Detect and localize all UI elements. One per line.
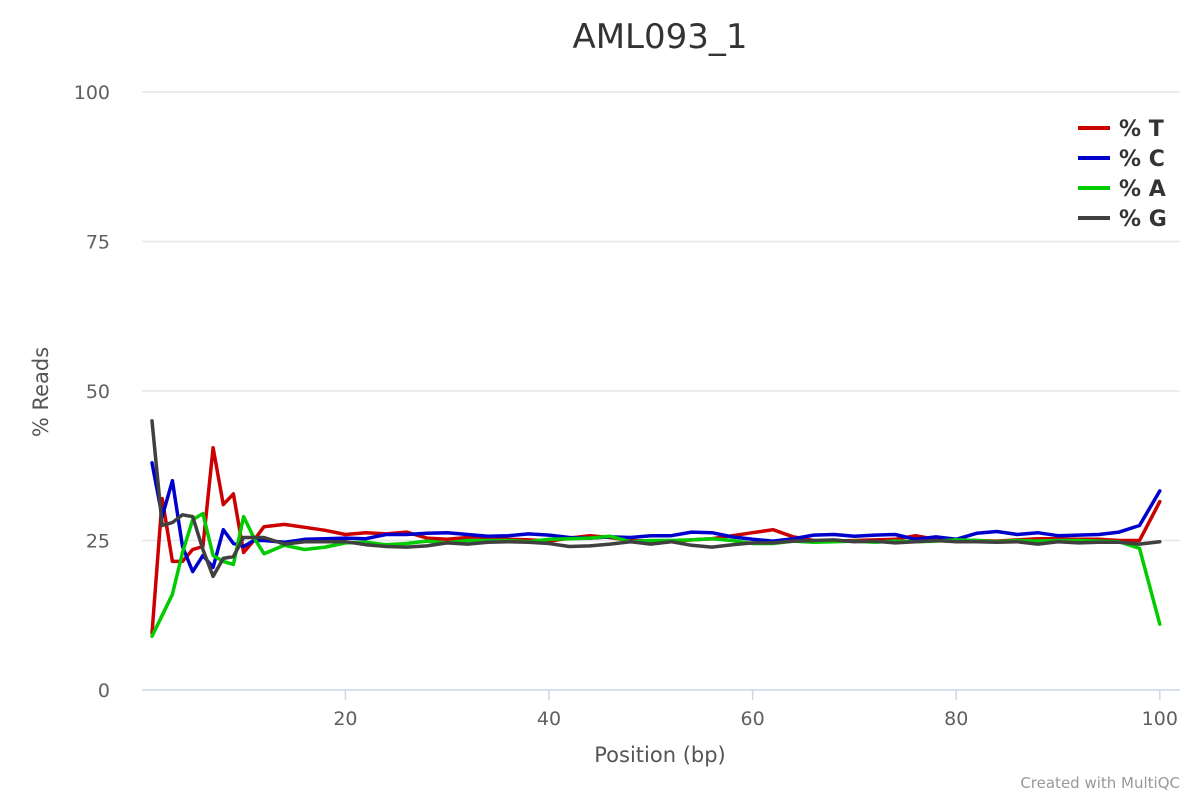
x-tick-label: 100 [1142, 708, 1178, 730]
y-tick-label: 75 [86, 232, 110, 254]
legend-item[interactable]: % A [1078, 177, 1166, 202]
series-line[interactable] [150, 461, 1162, 574]
legend-item[interactable]: % C [1078, 147, 1165, 172]
x-tick-label: 40 [537, 708, 561, 730]
y-axis-label: % Reads [29, 347, 53, 437]
legend-label: % T [1119, 117, 1164, 142]
y-tick-label: 25 [86, 531, 110, 553]
plot-series [150, 419, 1162, 638]
legend-label: % A [1119, 177, 1166, 202]
series-line[interactable] [150, 419, 1162, 579]
x-tick-label: 20 [333, 708, 357, 730]
x-tick-label: 80 [944, 708, 968, 730]
x-axis: 20 40 60 80 100 [142, 689, 1180, 730]
y-tick-label: 50 [86, 381, 110, 403]
x-axis-label: Position (bp) [594, 743, 726, 767]
legend-label: % C [1119, 147, 1165, 172]
chart-title: AML093_1 [572, 17, 747, 57]
gridlines [142, 91, 1180, 542]
legend-label: % G [1119, 207, 1167, 232]
y-axis-ticks: 0 25 50 75 100 [74, 82, 110, 702]
credit-text[interactable]: Created with MultiQC [1020, 774, 1180, 792]
legend-item[interactable]: % T [1078, 117, 1164, 142]
legend-item[interactable]: % G [1078, 207, 1167, 232]
legend[interactable]: % T % C % A % G [1078, 117, 1167, 232]
x-tick-label: 60 [741, 708, 765, 730]
y-tick-label: 0 [98, 680, 110, 702]
y-tick-label: 100 [74, 82, 110, 104]
